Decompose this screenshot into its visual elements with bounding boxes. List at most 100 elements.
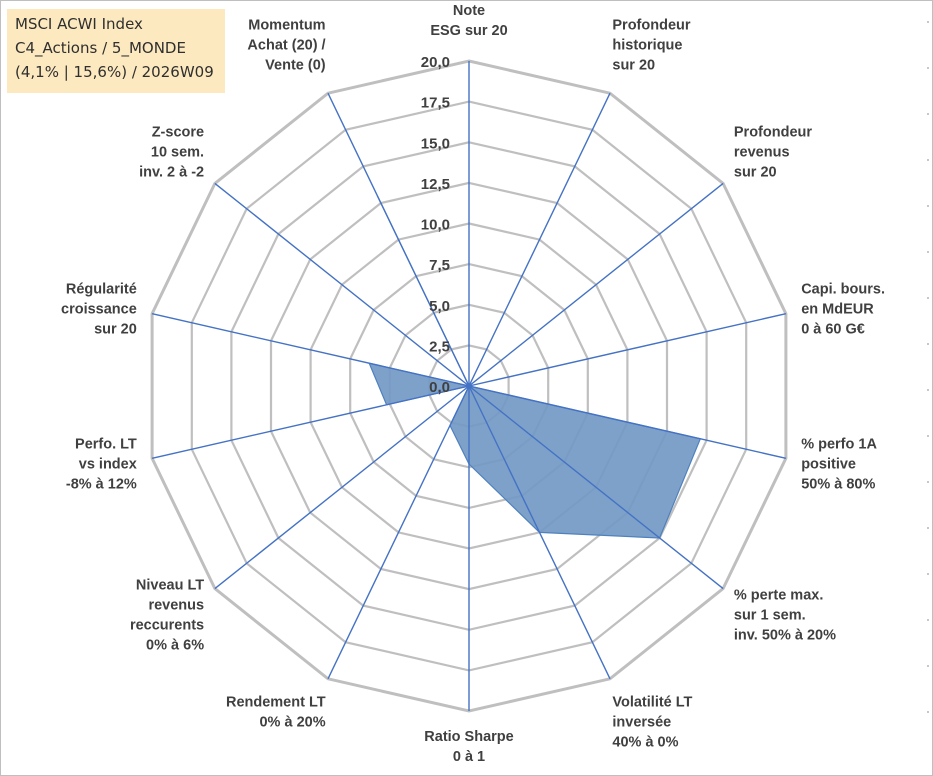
axis-label-line: 0% à 6% [146,638,204,654]
scrollbar-dot [927,435,929,437]
axis-label: Z-score 10 sem. inv. 2 à -2 [139,124,204,180]
axis-label-line: 0 à 1 [453,749,485,765]
axis-spoke [468,385,611,680]
tick-label: 12,5 [421,176,450,193]
axis-label-line: Vente (0) [265,58,326,74]
series-area [368,195,702,539]
axis-label-line: Niveau LT [136,578,204,594]
axis-label-line: Volatilité LT [612,694,692,710]
tick-label: 20,0 [421,54,450,71]
radar-spokes [151,61,787,711]
axis-label: % perte max. sur 1 sem. inv. 50% à 20% [734,588,836,644]
axis-label: Ratio Sharpe 0 à 1 [424,729,513,765]
scrollbar-dot [927,67,929,69]
axis-label-line: -8% à 12% [66,477,137,493]
axis-spoke [468,92,611,387]
info-box: MSCI ACWI Index C4_Actions / 5_MONDE (4,… [7,9,225,93]
axis-label: % perfo 1A positive 50% à 80% [801,437,877,493]
tick-label: 2,5 [429,338,450,355]
tick-label: 15,0 [421,135,450,152]
axis-label-line: 0% à 20% [259,714,325,730]
axis-label-line: Perfo. LT [75,437,137,453]
scrollbar-dot [927,481,929,483]
scrollbar-dot [927,205,929,207]
axis-label-line: inv. 2 à -2 [139,164,204,180]
axis-label: Niveau LT revenus reccurents 0% à 6% [130,578,204,654]
axis-label-line: Profondeur [612,18,690,34]
scrollbar-dot [927,665,929,667]
axis-spoke [327,92,470,387]
scrollbar-dot [927,527,929,529]
tick-label: 10,0 [421,217,450,234]
axis-label-line: inversée [612,714,671,730]
axis-label-line: Note [453,3,485,19]
axis-spoke [214,385,470,590]
axis-label: Capi. bours. en MdEUR 0 à 60 G€ [801,281,885,337]
tick-label: 0,0 [429,379,450,396]
axis-label-line: Ratio Sharpe [424,729,513,745]
info-box-line-3: (4,1% | 15,6%) / 2026W09 [15,63,214,81]
scrollbar-dot [927,251,929,253]
axis-spoke [468,313,787,387]
axis-label-line: reccurents [130,618,204,634]
axis-label: Régularité croissance sur 20 [61,281,137,337]
tick-label: 5,0 [429,298,450,315]
axis-spoke [468,385,787,459]
axis-label-line: ESG sur 20 [430,23,507,39]
axis-label-line: 40% à 0% [612,734,678,750]
axis-label: Perfo. LT vs index -8% à 12% [66,437,137,493]
axis-label-line: sur 20 [734,164,777,180]
scrollbar-dot [927,297,929,299]
axis-label-line: sur 20 [94,321,137,337]
axis-label-line: inv. 50% à 20% [734,628,836,644]
axis-label: Profondeur historique sur 20 [612,18,690,74]
axis-spoke [151,385,470,459]
axis-label: Momentum Achat (20) / Vente (0) [247,18,325,74]
scrollbar-dot [927,159,929,161]
axis-label-line: 0 à 60 G€ [801,321,865,337]
axis-label-line: 10 sem. [151,144,204,160]
axis-label-line: Profondeur [734,124,812,140]
tick-label: 17,5 [421,95,450,112]
scrollbar-dots [925,21,931,761]
axis-label-line: Rendement LT [226,694,326,710]
axis-label-line: % perte max. [734,588,823,604]
axis-label: Rendement LT 0% à 20% [226,694,326,730]
scrollbar-dot [927,113,929,115]
axis-label: Volatilité LT inversée 40% à 0% [612,694,692,750]
scrollbar-dot [927,21,929,23]
axis-spoke [327,385,470,680]
axis-spoke [214,182,470,387]
tick-label: 7,5 [429,257,450,274]
axis-label-line: positive [801,457,856,473]
axis-label-line: en MdEUR [801,301,874,317]
scrollbar-dot [927,389,929,391]
axis-label-line: sur 20 [612,58,655,74]
scrollbar-dot [927,573,929,575]
axis-label-line: revenus [148,598,204,614]
axis-label: Profondeur revenus sur 20 [734,124,812,180]
axis-spoke [151,313,470,387]
info-box-line-1: MSCI ACWI Index [15,15,143,33]
axis-label-line: Capi. bours. [801,281,885,297]
axis-spoke [468,385,724,590]
axis-label-line: Régularité [66,281,137,297]
axis-label-line: vs index [79,457,137,473]
axis-label-line: % perfo 1A [801,437,877,453]
axis-label-line: 50% à 80% [801,477,875,493]
axis-label: Note ESG sur 20 [430,3,507,39]
axis-label-line: Momentum [248,18,325,34]
axis-label-line: Achat (20) / [247,38,325,54]
radar-series [368,195,702,539]
axis-label-line: croissance [61,301,137,317]
radar-axis-labels: Note ESG sur 20 Profondeur historique sur 20… [61,3,885,765]
axis-label-line: revenus [734,144,790,160]
axis-spoke [468,182,724,387]
radar-tick-labels: 0,0 2,5 5,0 7,5 10,0 12,5 15,0 17,5 20,0 [421,54,450,396]
axis-label-line: Z-score [152,124,204,140]
scrollbar-dot [927,343,929,345]
axis-label-line: sur 1 sem. [734,608,806,624]
axis-label-line: historique [612,38,682,54]
